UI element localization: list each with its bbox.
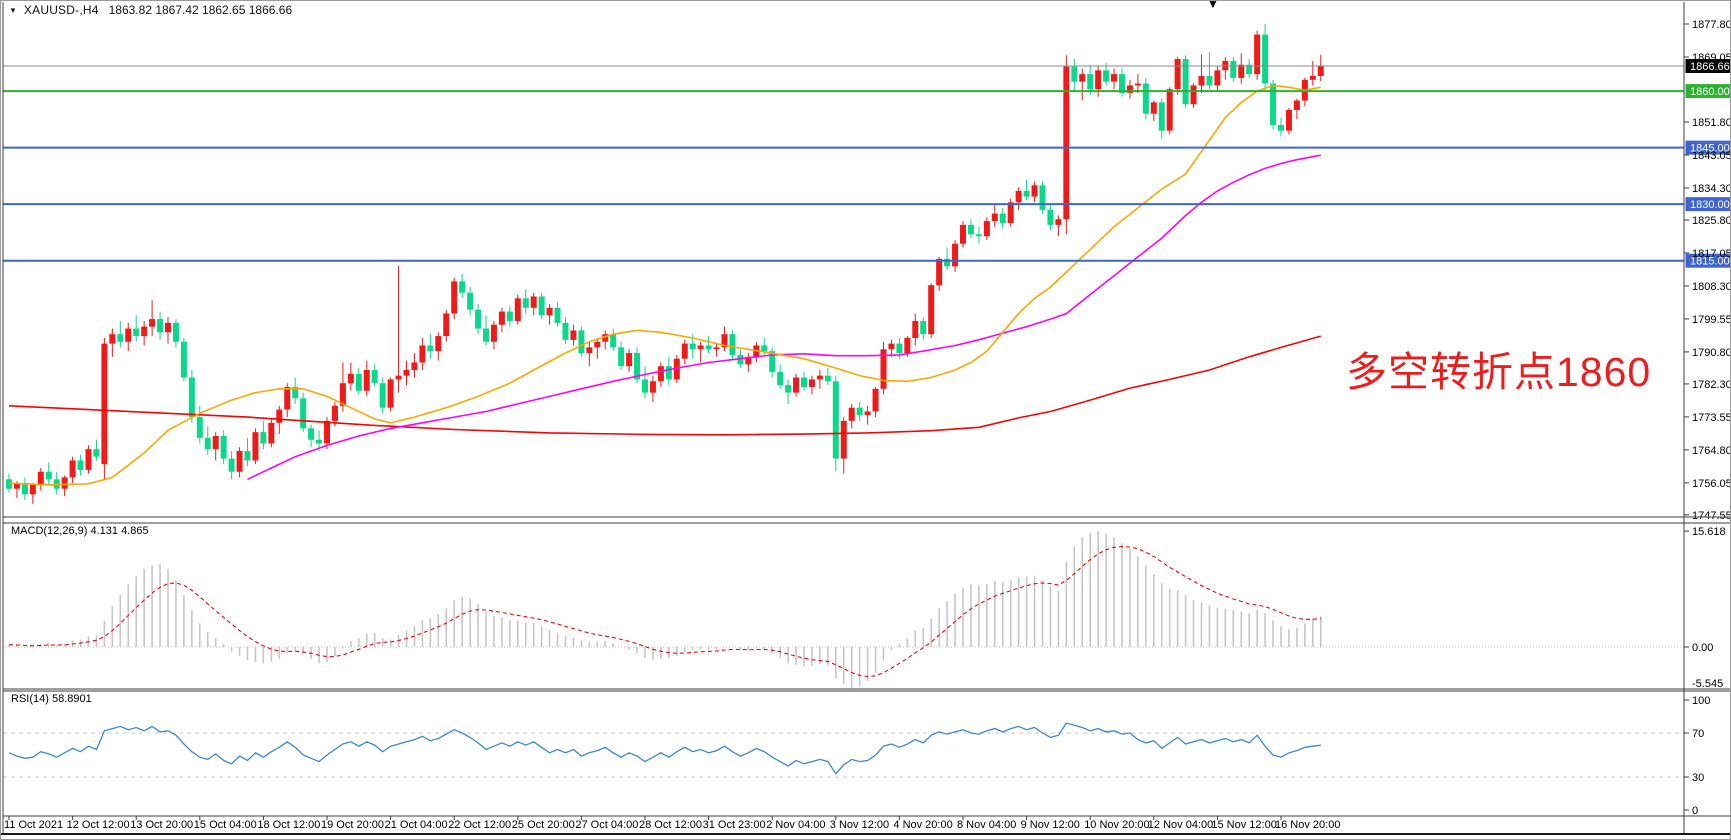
svg-text:15 Oct 04:00: 15 Oct 04:00	[194, 819, 257, 831]
svg-text:2 Nov 04:00: 2 Nov 04:00	[766, 819, 825, 831]
svg-text:1830.00: 1830.00	[1690, 199, 1730, 211]
svg-text:9 Nov 12:00: 9 Nov 12:00	[1021, 819, 1080, 831]
svg-text:3 Nov 12:00: 3 Nov 12:00	[830, 819, 889, 831]
chart-title-bar: ▼ XAUUSD-,H4 1863.82 1867.42 1862.65 186…	[9, 3, 292, 17]
ohlc-quote-readout: 1863.82 1867.42 1862.65 1866.66	[108, 3, 293, 17]
svg-text:1834.30: 1834.30	[1692, 183, 1731, 195]
symbol-dropdown-triangle-icon[interactable]: ▼	[9, 5, 17, 15]
chart-shift-marker-icon[interactable]: ▼	[1207, 0, 1219, 11]
svg-text:18 Oct 12:00: 18 Oct 12:00	[257, 819, 320, 831]
svg-text:8 Nov 04:00: 8 Nov 04:00	[957, 819, 1016, 831]
svg-text:11 Oct 2021: 11 Oct 2021	[4, 819, 63, 831]
svg-text:31 Oct 23:00: 31 Oct 23:00	[703, 819, 766, 831]
svg-text:22 Oct 12:00: 22 Oct 12:00	[448, 819, 511, 831]
svg-text:27 Oct 04:00: 27 Oct 04:00	[575, 819, 638, 831]
svg-text:28 Oct 12:00: 28 Oct 12:00	[639, 819, 702, 831]
svg-text:1790.80: 1790.80	[1692, 347, 1731, 359]
svg-text:1764.80: 1764.80	[1692, 445, 1731, 457]
svg-text:1877.80: 1877.80	[1692, 19, 1731, 31]
svg-text:0.00: 0.00	[1692, 642, 1713, 654]
macd-current-values: 4.131 4.865	[90, 525, 149, 537]
annotation-text-object[interactable]: 多空转折点1860	[1346, 349, 1652, 395]
rsi-indicator-label: RSI(14) 58.8901	[11, 693, 92, 705]
svg-text:1825.80: 1825.80	[1692, 215, 1731, 227]
svg-text:1845.00: 1845.00	[1690, 143, 1730, 155]
svg-text:10 Nov 20:00: 10 Nov 20:00	[1084, 819, 1149, 831]
svg-text:1817.05: 1817.05	[1692, 248, 1731, 260]
svg-text:1843.05: 1843.05	[1692, 150, 1731, 162]
svg-text:1866.66: 1866.66	[1690, 61, 1730, 73]
svg-text:1773.55: 1773.55	[1692, 412, 1731, 424]
svg-text:12 Nov 04:00: 12 Nov 04:00	[1148, 819, 1213, 831]
svg-text:1815.00: 1815.00	[1690, 256, 1730, 268]
svg-text:1860.00: 1860.00	[1690, 86, 1730, 98]
svg-text:-5.545: -5.545	[1692, 678, 1723, 690]
svg-text:19 Oct 20:00: 19 Oct 20:00	[321, 819, 384, 831]
svg-text:100: 100	[1692, 695, 1710, 707]
svg-text:25 Oct 20:00: 25 Oct 20:00	[512, 819, 575, 831]
svg-text:1799.55: 1799.55	[1692, 314, 1731, 326]
svg-text:1782.30: 1782.30	[1692, 379, 1731, 391]
svg-text:13 Oct 20:00: 13 Oct 20:00	[130, 819, 193, 831]
svg-text:30: 30	[1692, 772, 1704, 784]
svg-text:70: 70	[1692, 728, 1704, 740]
svg-text:15 Nov 12:00: 15 Nov 12:00	[1211, 819, 1276, 831]
svg-text:1756.05: 1756.05	[1692, 478, 1731, 490]
rsi-name: RSI(14)	[11, 693, 49, 705]
svg-text:16 Nov 20:00: 16 Nov 20:00	[1275, 819, 1340, 831]
rsi-current-value: 58.8901	[51, 693, 92, 705]
macd-name: MACD(12,26,9)	[11, 525, 88, 537]
svg-text:15.618: 15.618	[1692, 526, 1726, 538]
svg-text:0: 0	[1692, 805, 1698, 817]
svg-text:1851.80: 1851.80	[1692, 117, 1731, 129]
svg-text:1747.55: 1747.55	[1692, 510, 1731, 522]
symbol-timeframe-label: XAUUSD-,H4	[23, 3, 99, 17]
svg-text:4 Nov 20:00: 4 Nov 20:00	[893, 819, 952, 831]
svg-text:12 Oct 12:00: 12 Oct 12:00	[67, 819, 130, 831]
svg-text:1869.05: 1869.05	[1692, 52, 1731, 64]
svg-text:1808.30: 1808.30	[1692, 281, 1731, 293]
macd-indicator-label: MACD(12,26,9) 4.131 4.865	[11, 525, 149, 537]
svg-text:21 Oct 04:00: 21 Oct 04:00	[385, 819, 448, 831]
